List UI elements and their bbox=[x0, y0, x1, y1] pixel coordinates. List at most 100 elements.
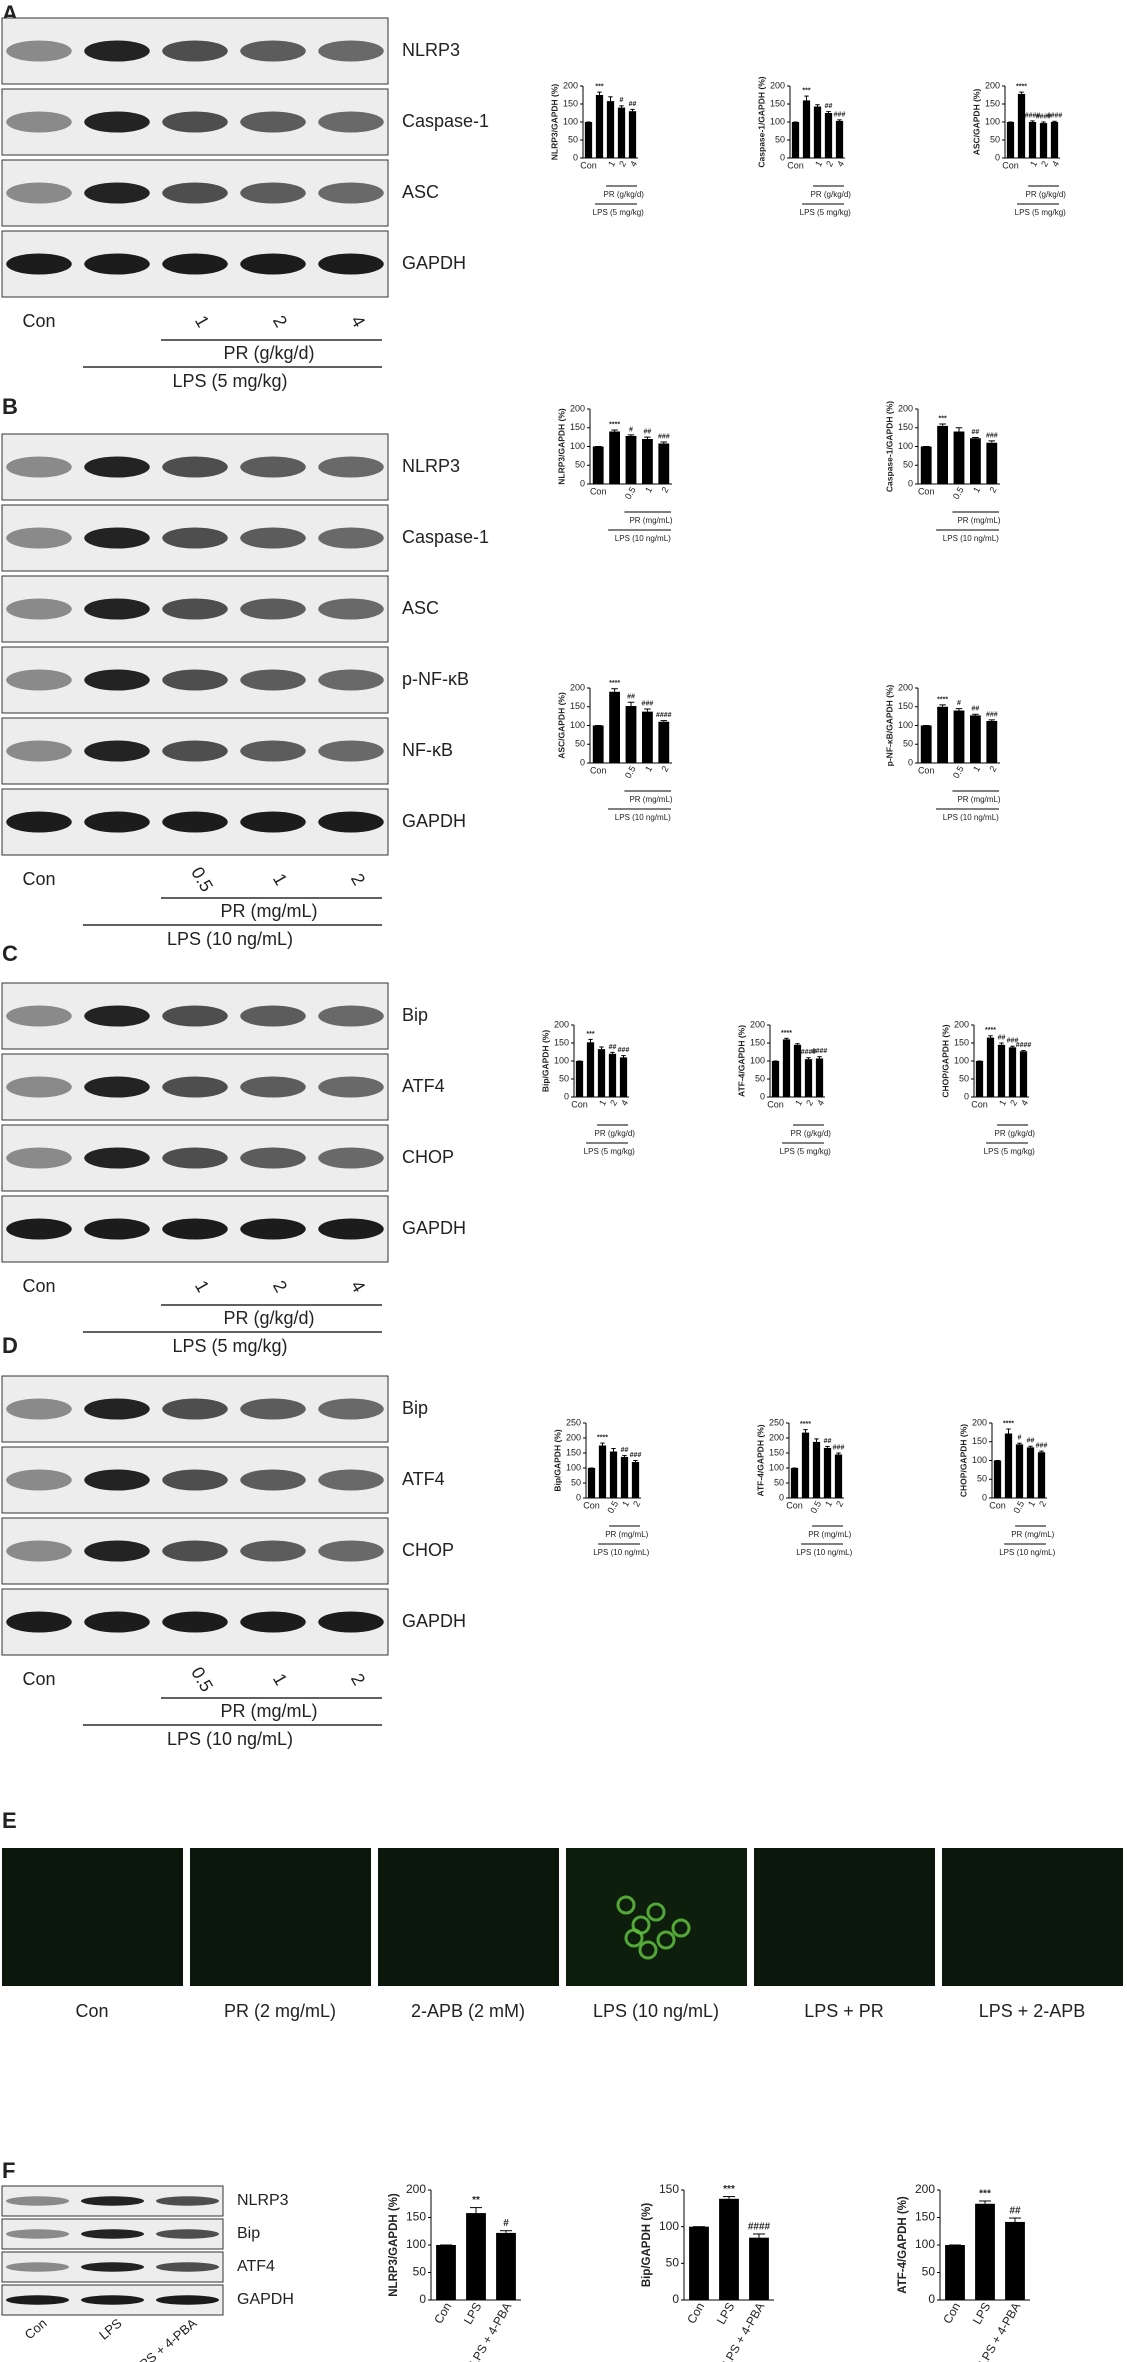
bar bbox=[1050, 122, 1059, 158]
stimulus-label: LPS (10 ng/mL) bbox=[943, 534, 999, 543]
protein-label: GAPDH bbox=[402, 253, 466, 273]
protein-label: ATF4 bbox=[402, 1076, 445, 1096]
blot-band bbox=[156, 2295, 219, 2305]
treatment-label: PR (g/kg/d) bbox=[791, 1129, 832, 1138]
bar bbox=[975, 1061, 984, 1097]
bar bbox=[1037, 1452, 1046, 1498]
y-tick-label: 200 bbox=[406, 2182, 426, 2196]
y-tick-label: 150 bbox=[570, 422, 585, 432]
significance-label: ### bbox=[642, 700, 654, 707]
x-tick-label: Con bbox=[431, 2300, 454, 2326]
bar bbox=[466, 2213, 486, 2300]
lane-label: Con bbox=[22, 311, 55, 331]
stimulus-label: LPS (5 mg/kg) bbox=[172, 1336, 287, 1356]
y-tick-label: 100 bbox=[659, 2219, 679, 2233]
y-tick-label: 150 bbox=[406, 2210, 426, 2224]
y-tick-label: 0 bbox=[928, 2292, 935, 2306]
y-tick-label: 0 bbox=[580, 478, 585, 488]
x-tick-label: Con bbox=[571, 1099, 588, 1109]
blot-band bbox=[6, 1611, 72, 1633]
y-tick-label: 0 bbox=[779, 1492, 784, 1502]
blot-band bbox=[6, 811, 72, 833]
y-axis-label: Bip/GAPDH (%) bbox=[552, 1429, 562, 1492]
blot-band bbox=[162, 111, 228, 133]
micrograph-label: 2-APB (2 mM) bbox=[411, 2001, 525, 2021]
significance-label: ## bbox=[621, 1447, 629, 1454]
significance-label: ** bbox=[472, 2195, 480, 2206]
blot-band bbox=[84, 740, 150, 762]
y-tick-label: 200 bbox=[898, 682, 913, 692]
bar bbox=[1006, 122, 1015, 158]
blot-band bbox=[84, 1147, 150, 1169]
y-tick-label: 100 bbox=[750, 1055, 765, 1065]
x-tick-label: 0.5 bbox=[808, 1499, 823, 1515]
y-tick-label: 200 bbox=[898, 403, 913, 413]
bar bbox=[658, 721, 670, 763]
blot-band bbox=[81, 2295, 144, 2305]
lane-label: Con bbox=[22, 1276, 55, 1296]
significance-label: **** bbox=[800, 1421, 811, 1428]
significance-label: ### bbox=[834, 111, 846, 118]
blot-band bbox=[240, 1218, 306, 1240]
x-tick-label: 2 bbox=[804, 1098, 815, 1107]
blot-band bbox=[318, 1540, 384, 1562]
y-tick-label: 0 bbox=[564, 1091, 569, 1101]
stimulus-label: LPS (5 mg/kg) bbox=[780, 1147, 831, 1156]
x-tick-label: 1 bbox=[643, 485, 654, 494]
y-tick-label: 200 bbox=[769, 1432, 784, 1442]
blot-band bbox=[6, 1147, 72, 1169]
y-tick-label: 150 bbox=[570, 701, 585, 711]
x-tick-label: 2 bbox=[617, 159, 628, 168]
bar bbox=[986, 442, 998, 484]
y-axis-label: p-NF-κB/GAPDH (%) bbox=[884, 684, 894, 766]
blot-band bbox=[240, 598, 306, 620]
significance-label: ## bbox=[629, 101, 637, 108]
blot-band bbox=[84, 456, 150, 478]
bar bbox=[620, 1456, 629, 1498]
bar bbox=[801, 1432, 810, 1498]
blot-band bbox=[6, 2262, 69, 2272]
bar bbox=[813, 106, 822, 158]
y-tick-label: 200 bbox=[750, 1019, 765, 1029]
y-tick-label: 200 bbox=[563, 80, 578, 90]
stimulus-label: LPS (10 ng/mL) bbox=[593, 1548, 649, 1557]
x-tick-label: 2 bbox=[659, 764, 670, 773]
panel-letter: F bbox=[2, 2158, 15, 2183]
cell bbox=[671, 1918, 691, 1938]
x-tick-label: 0.5 bbox=[951, 485, 966, 501]
lane-label: 2 bbox=[269, 1277, 291, 1296]
stimulus-label: LPS (5 mg/kg) bbox=[1015, 208, 1066, 217]
blot-band bbox=[318, 811, 384, 833]
bar bbox=[586, 1042, 595, 1097]
x-tick-label: 2 bbox=[1008, 1098, 1019, 1107]
y-axis-label: ASC/GAPDH (%) bbox=[971, 89, 981, 156]
blot-band bbox=[84, 1005, 150, 1027]
y-tick-label: 150 bbox=[898, 422, 913, 432]
x-tick-label: Con bbox=[787, 160, 804, 170]
x-tick-label: Con bbox=[1002, 160, 1019, 170]
x-tick-label: 1 bbox=[997, 1098, 1008, 1107]
bar bbox=[436, 2245, 456, 2300]
protein-label: p-NF-κB bbox=[402, 669, 469, 689]
treatment-label: PR (mg/mL) bbox=[220, 901, 317, 921]
blot-band bbox=[318, 669, 384, 691]
bar bbox=[625, 706, 637, 763]
protein-label: ASC bbox=[402, 182, 439, 202]
blot-band bbox=[84, 1611, 150, 1633]
stimulus-label: LPS (10 ng/mL) bbox=[167, 929, 293, 949]
y-tick-label: 50 bbox=[774, 1477, 784, 1487]
y-tick-label: 200 bbox=[985, 80, 1000, 90]
blot-band bbox=[84, 182, 150, 204]
treatment-label: PR (mg/mL) bbox=[957, 516, 1000, 525]
lane-label: Con bbox=[22, 1669, 55, 1689]
x-tick-label: 1 bbox=[643, 764, 654, 773]
lane-label: 2 bbox=[347, 870, 369, 889]
bar bbox=[584, 122, 593, 158]
blot-band bbox=[240, 253, 306, 275]
blot-band bbox=[6, 1540, 72, 1562]
significance-label: ### bbox=[1036, 1443, 1048, 1450]
bar bbox=[945, 2245, 965, 2300]
x-tick-label: Con bbox=[940, 2300, 963, 2326]
significance-label: ### bbox=[658, 433, 670, 440]
